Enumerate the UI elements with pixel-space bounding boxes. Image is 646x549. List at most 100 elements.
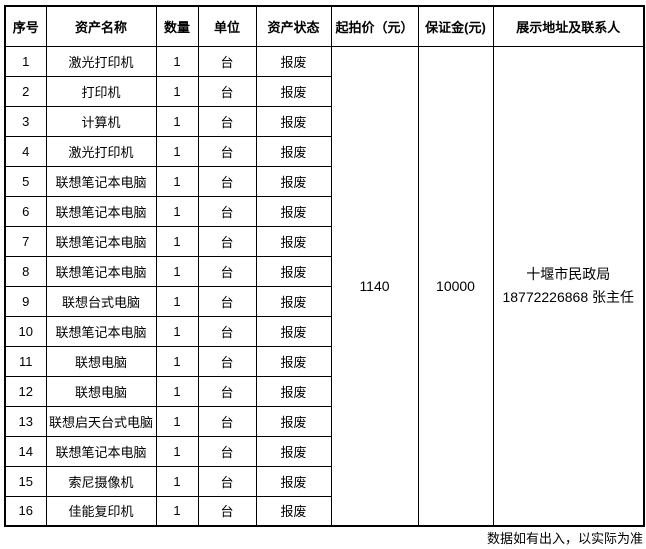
cell-asset-status: 报废 <box>255 45 332 77</box>
table-row: 14 联想笔记本电脑 1 台 报废 <box>4 435 644 467</box>
col-header-address-contact: 展示地址及联系人 <box>492 5 645 47</box>
cell-start-price: 1140 <box>330 45 419 527</box>
col-header-asset-status: 资产状态 <box>255 5 332 47</box>
col-header-serial-number: 序号 <box>4 5 47 47</box>
cell-asset-status: 报废 <box>255 255 332 287</box>
cell-unit: 台 <box>197 465 257 497</box>
cell-serial-number: 1 <box>4 45 47 77</box>
cell-serial-number: 16 <box>4 495 47 527</box>
cell-asset-name: 联想笔记本电脑 <box>45 255 157 287</box>
col-header-deposit: 保证金(元) <box>417 5 494 47</box>
col-header-unit: 单位 <box>197 5 257 47</box>
cell-asset-status: 报废 <box>255 285 332 317</box>
table-row: 2 打印机 1 台 报废 <box>4 75 644 107</box>
cell-unit: 台 <box>197 225 257 257</box>
cell-unit: 台 <box>197 255 257 287</box>
cell-asset-name: 联想电脑 <box>45 345 157 377</box>
cell-asset-status: 报废 <box>255 105 332 137</box>
cell-serial-number: 5 <box>4 165 47 197</box>
contact-line: 18772226868 张主任 <box>502 288 635 305</box>
asset-table: 序号 资产名称 数量 单位 资产状态 起拍价（元） 保证金(元) 展示地址及联系… <box>4 5 645 527</box>
cell-quantity: 1 <box>155 405 199 437</box>
cell-unit: 台 <box>197 345 257 377</box>
cell-quantity: 1 <box>155 285 199 317</box>
cell-serial-number: 15 <box>4 465 47 497</box>
cell-asset-name: 计算机 <box>45 105 157 137</box>
cell-quantity: 1 <box>155 375 199 407</box>
cell-asset-name: 激光打印机 <box>45 45 157 77</box>
cell-quantity: 1 <box>155 495 199 527</box>
cell-serial-number: 12 <box>4 375 47 407</box>
cell-unit: 台 <box>197 45 257 77</box>
cell-asset-status: 报废 <box>255 225 332 257</box>
cell-quantity: 1 <box>155 315 199 347</box>
cell-asset-name: 联想笔记本电脑 <box>45 165 157 197</box>
cell-asset-status: 报废 <box>255 495 332 527</box>
cell-asset-status: 报废 <box>255 75 332 107</box>
cell-asset-status: 报废 <box>255 315 332 347</box>
cell-serial-number: 2 <box>4 75 47 107</box>
asset-table-header: 序号 资产名称 数量 单位 资产状态 起拍价（元） 保证金(元) 展示地址及联系… <box>4 5 645 47</box>
cell-unit: 台 <box>197 285 257 317</box>
cell-unit: 台 <box>197 495 257 527</box>
cell-asset-name: 联想笔记本电脑 <box>45 315 157 347</box>
col-header-quantity: 数量 <box>155 5 199 47</box>
cell-serial-number: 10 <box>4 315 47 347</box>
header-row: 序号 资产名称 数量 单位 资产状态 起拍价（元） 保证金(元) 展示地址及联系… <box>4 5 645 47</box>
cell-asset-status: 报废 <box>255 195 332 227</box>
cell-serial-number: 3 <box>4 105 47 137</box>
cell-asset-status: 报废 <box>255 165 332 197</box>
cell-asset-name: 激光打印机 <box>45 135 157 167</box>
col-header-start-price: 起拍价（元） <box>330 5 419 47</box>
cell-quantity: 1 <box>155 255 199 287</box>
table-row: 16 佳能复印机 1 台 报废 <box>4 495 644 527</box>
table-row: 8 联想笔记本电脑 1 台 报废 <box>4 255 644 287</box>
cell-quantity: 1 <box>155 195 199 227</box>
cell-serial-number: 4 <box>4 135 47 167</box>
cell-quantity: 1 <box>155 225 199 257</box>
cell-unit: 台 <box>197 315 257 347</box>
cell-asset-status: 报废 <box>255 345 332 377</box>
cell-serial-number: 11 <box>4 345 47 377</box>
cell-deposit: 10000 <box>417 45 494 527</box>
cell-asset-status: 报废 <box>255 435 332 467</box>
cell-quantity: 1 <box>155 105 199 137</box>
cell-serial-number: 14 <box>4 435 47 467</box>
cell-unit: 台 <box>197 135 257 167</box>
cell-asset-name: 联想笔记本电脑 <box>45 435 157 467</box>
table-row: 1 激光打印机 1 台 报废 1140 10000 十堰市民政局 1877222686… <box>4 45 645 527</box>
table-row: 11 联想电脑 1 台 报废 <box>4 345 644 377</box>
cell-asset-status: 报废 <box>255 465 332 497</box>
cell-serial-number: 13 <box>4 405 47 437</box>
cell-serial-number: 9 <box>4 285 47 317</box>
cell-unit: 台 <box>197 375 257 407</box>
cell-asset-name: 联想笔记本电脑 <box>45 195 157 227</box>
cell-unit: 台 <box>197 75 257 107</box>
cell-asset-name: 联想笔记本电脑 <box>45 225 157 257</box>
cell-unit: 台 <box>197 435 257 467</box>
cell-serial-number: 6 <box>4 195 47 227</box>
col-header-asset-name: 资产名称 <box>45 5 157 47</box>
cell-asset-status: 报废 <box>255 135 332 167</box>
cell-quantity: 1 <box>155 435 199 467</box>
cell-quantity: 1 <box>155 345 199 377</box>
cell-asset-status: 报废 <box>255 405 332 437</box>
cell-serial-number: 8 <box>4 255 47 287</box>
cell-quantity: 1 <box>155 135 199 167</box>
cell-asset-status: 报废 <box>255 375 332 407</box>
cell-quantity: 1 <box>155 75 199 107</box>
contact-line: 十堰市民政局 <box>526 266 611 283</box>
cell-quantity: 1 <box>155 165 199 197</box>
cell-unit: 台 <box>197 165 257 197</box>
table-row: 15 索尼摄像机 1 台 报废 <box>4 465 644 497</box>
cell-asset-name: 联想启天台式电脑 <box>45 405 157 437</box>
cell-asset-name: 佳能复印机 <box>45 495 157 527</box>
cell-unit: 台 <box>197 105 257 137</box>
cell-asset-name: 索尼摄像机 <box>45 465 157 497</box>
cell-asset-name: 打印机 <box>45 75 157 107</box>
cell-asset-name: 联想台式电脑 <box>45 285 157 317</box>
asset-table-body: 1 激光打印机 1 台 报废 1140 10000 十堰市民政局 1877222686… <box>4 45 645 527</box>
footnote-disclaimer: 数据如有出入，以实际为准 <box>486 531 643 546</box>
cell-asset-name: 联想电脑 <box>45 375 157 407</box>
